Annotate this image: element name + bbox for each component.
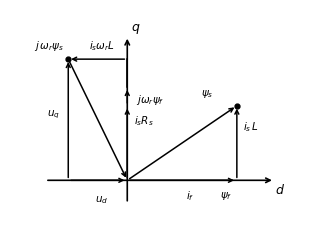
Text: $i_s\,L$: $i_s\,L$ <box>243 121 259 134</box>
Text: $q$: $q$ <box>131 22 141 36</box>
Text: $d$: $d$ <box>275 183 285 197</box>
Text: $\psi_s$: $\psi_s$ <box>201 88 214 99</box>
Text: $u_d$: $u_d$ <box>95 194 108 206</box>
Text: $i_s R_s$: $i_s R_s$ <box>134 114 153 128</box>
Text: $u_q$: $u_q$ <box>47 109 60 121</box>
Text: $i_f$: $i_f$ <box>186 190 195 203</box>
Text: $i_s\omega_r L$: $i_s\omega_r L$ <box>89 39 115 53</box>
Text: $\psi_f$: $\psi_f$ <box>220 190 232 202</box>
Text: $j\,\omega_r\psi_s$: $j\,\omega_r\psi_s$ <box>34 39 64 53</box>
Text: $j\omega_r\psi_f$: $j\omega_r\psi_f$ <box>136 93 164 107</box>
